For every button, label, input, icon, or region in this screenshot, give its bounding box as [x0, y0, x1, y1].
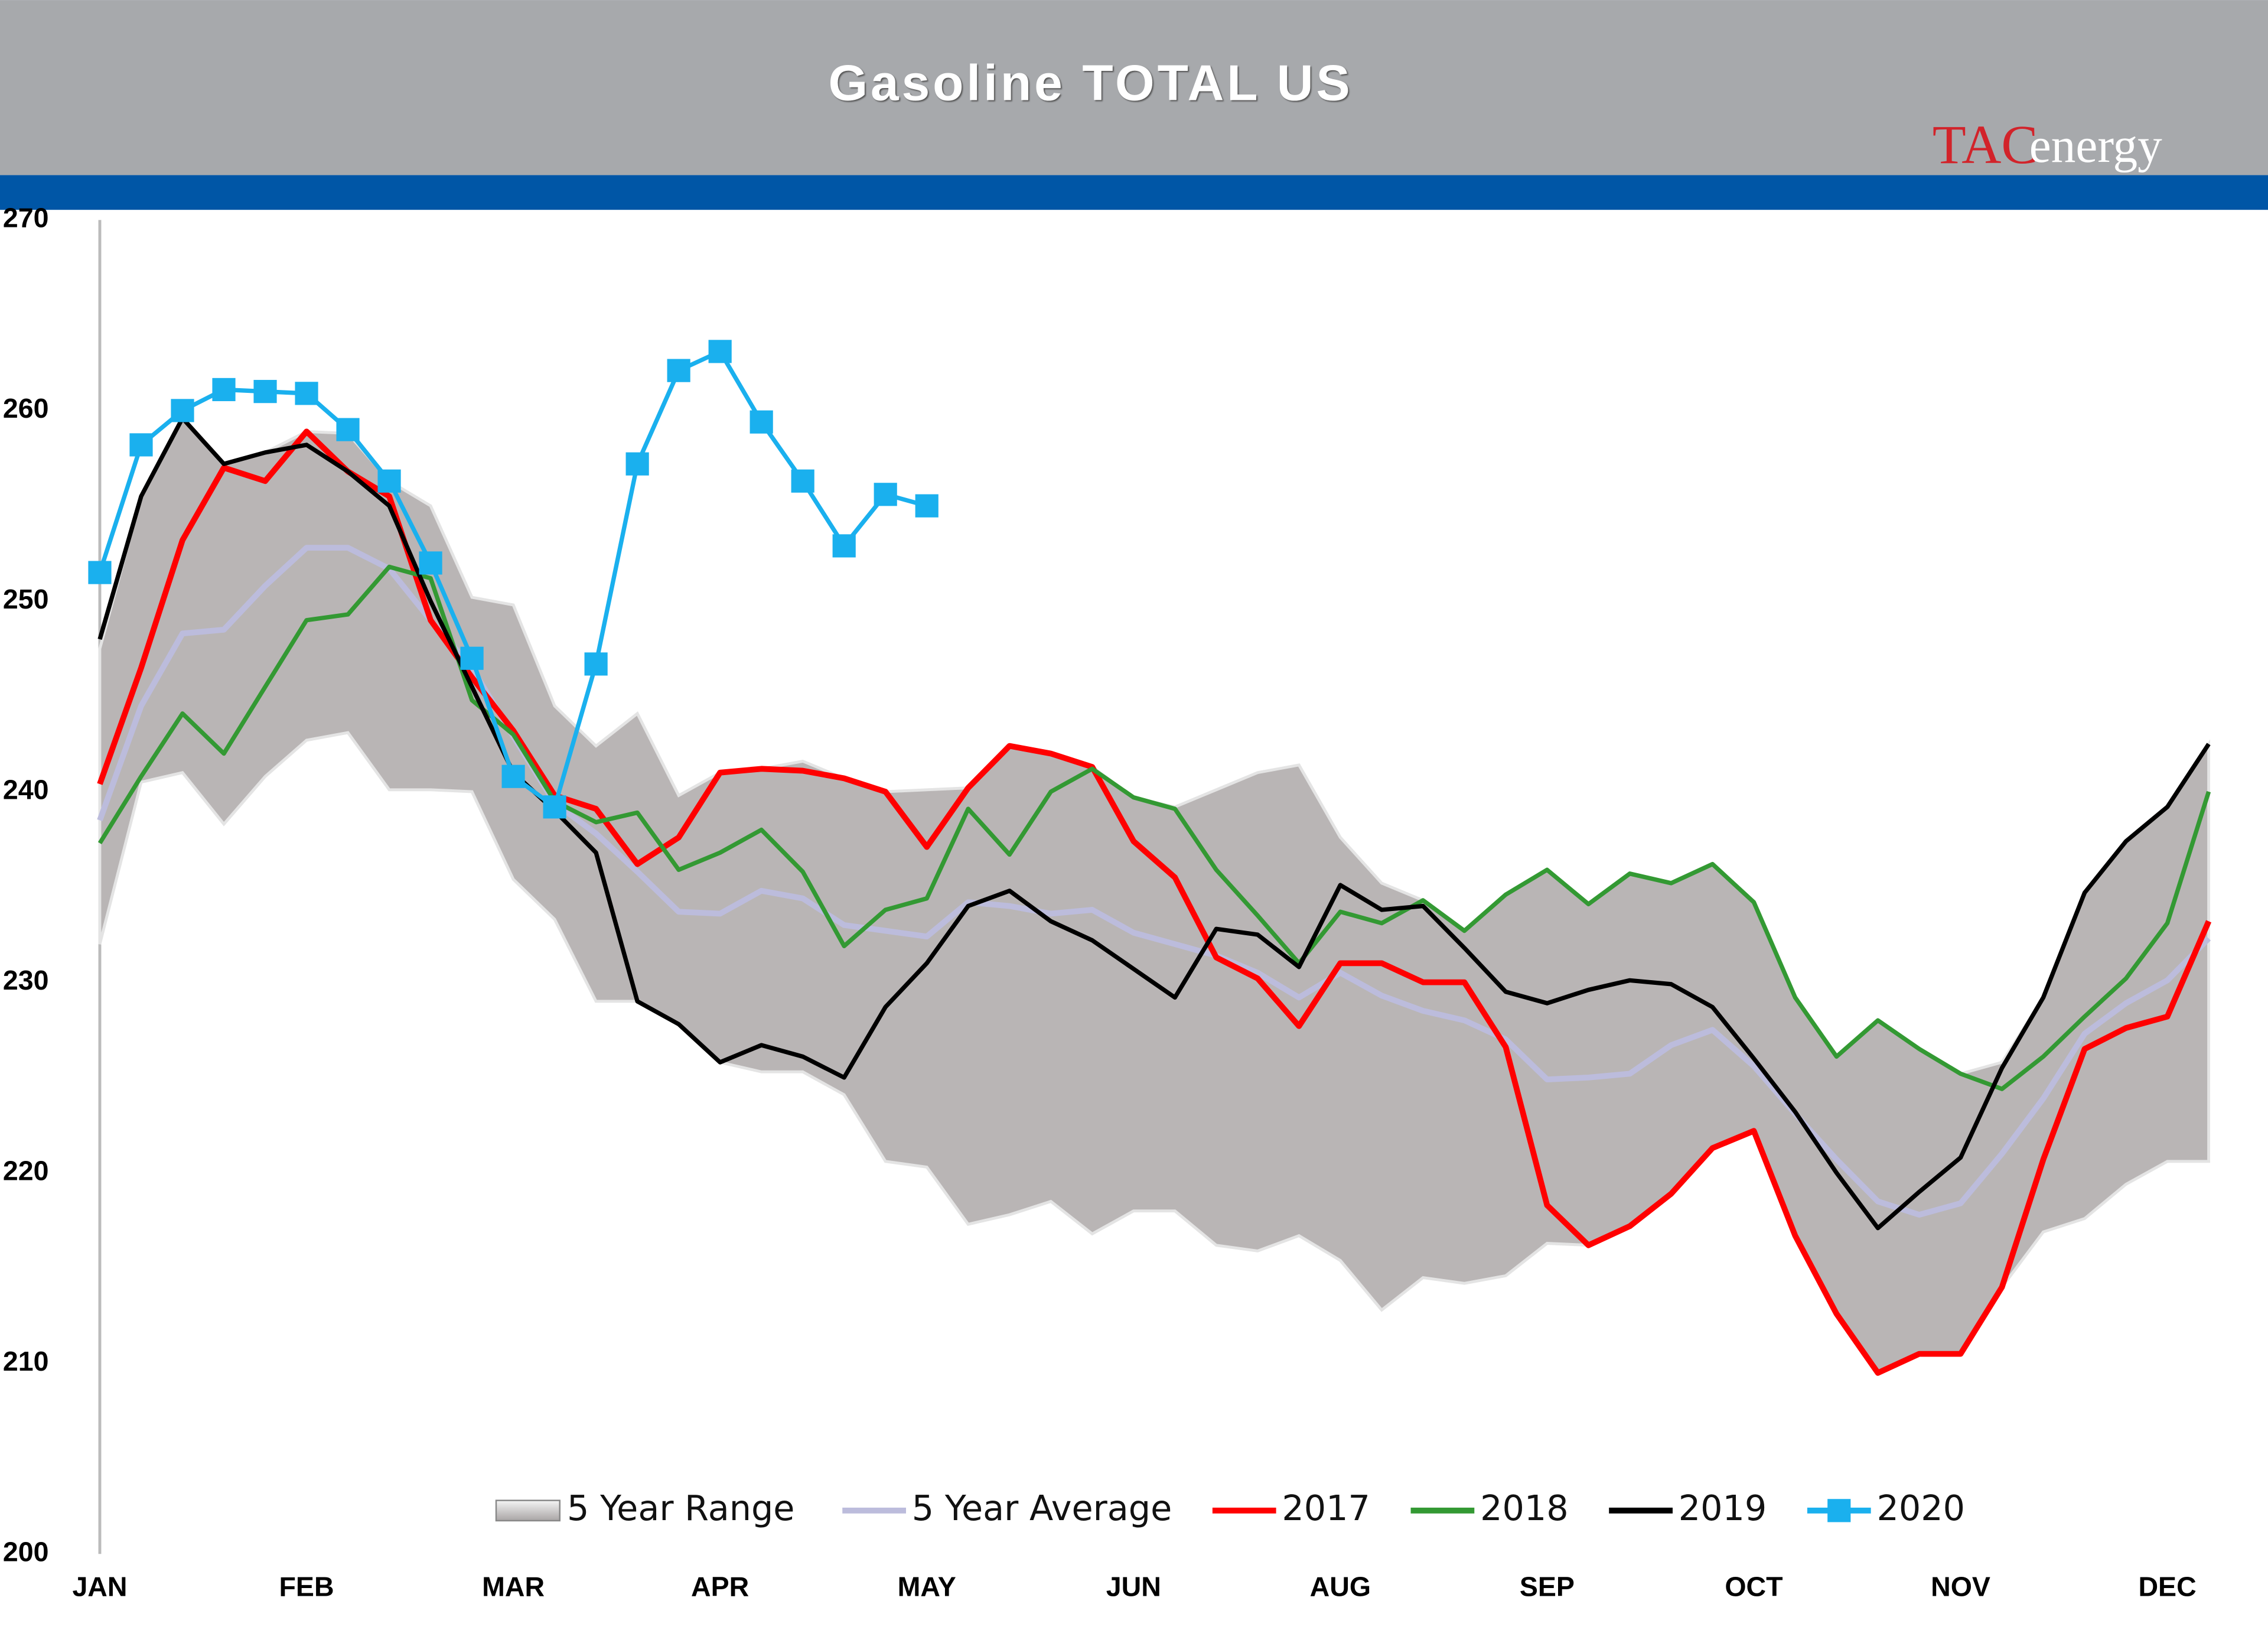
y-tick-label: 250 — [3, 584, 49, 614]
legend-label: 5 Year Range — [567, 1488, 794, 1528]
chart-title: Gasoline TOTAL US — [828, 55, 1353, 112]
point-marker — [667, 359, 690, 382]
point-marker — [377, 469, 401, 493]
point-marker — [460, 646, 484, 670]
point-marker — [171, 399, 194, 422]
legend-label: 2017 — [1282, 1488, 1370, 1528]
y-tick-label: 270 — [3, 203, 49, 233]
logo: TACenergy — [1933, 115, 2162, 175]
y-tick-label: 200 — [3, 1537, 49, 1567]
header-bar — [0, 175, 2268, 210]
range-area — [98, 415, 2211, 1375]
x-tick-label: JAN — [72, 1571, 127, 1602]
x-tick-label: NOV — [1931, 1571, 1990, 1602]
point-marker — [253, 380, 277, 404]
x-tick-label: APR — [691, 1571, 749, 1602]
x-tick-label: OCT — [1725, 1571, 1783, 1602]
y-tick-label: 260 — [3, 393, 49, 424]
point-marker — [791, 469, 814, 493]
legend-label: 2018 — [1480, 1488, 1569, 1528]
header — [0, 0, 2268, 175]
point-marker — [832, 534, 856, 558]
point-marker — [336, 418, 360, 441]
legend-label: 2019 — [1679, 1488, 1767, 1528]
y-tick-label: 220 — [3, 1155, 49, 1186]
y-tick-label: 210 — [3, 1346, 49, 1377]
x-tick-label: FEB — [279, 1571, 334, 1602]
x-tick-label: AUG — [1310, 1571, 1371, 1602]
logo-mark: TAC — [1933, 115, 2038, 175]
x-tick-label: JUN — [1106, 1571, 1161, 1602]
x-tick-label: SEP — [1520, 1571, 1575, 1602]
point-marker — [212, 378, 236, 402]
point-marker — [874, 483, 897, 506]
series-line — [97, 416, 2211, 1231]
logo-text: energy — [2029, 119, 2162, 173]
x-tick-label: MAY — [898, 1571, 956, 1602]
plot-area: 200 210 220 230 240 250 260 270 JAN FEB MAR APR MAY J… — [3, 203, 2212, 1602]
point-marker — [750, 410, 773, 434]
point-marker — [88, 561, 112, 584]
point-marker — [584, 652, 608, 676]
point-marker — [295, 382, 318, 405]
legend-label: 5 Year Average — [912, 1488, 1172, 1528]
legend-swatch — [1827, 1499, 1851, 1522]
point-marker — [501, 764, 525, 788]
y-tick-label: 240 — [3, 774, 49, 805]
point-marker — [915, 494, 939, 518]
x-tick-label: MAR — [482, 1571, 545, 1602]
legend-swatch — [495, 1499, 561, 1522]
legend-label: 2020 — [1876, 1488, 1965, 1528]
point-marker — [419, 551, 442, 575]
y-tick-label: 230 — [3, 965, 49, 995]
point-marker — [625, 452, 649, 476]
point-marker — [129, 433, 153, 457]
x-tick-label: DEC — [2138, 1571, 2196, 1602]
point-marker — [708, 340, 732, 363]
point-marker — [543, 795, 566, 819]
